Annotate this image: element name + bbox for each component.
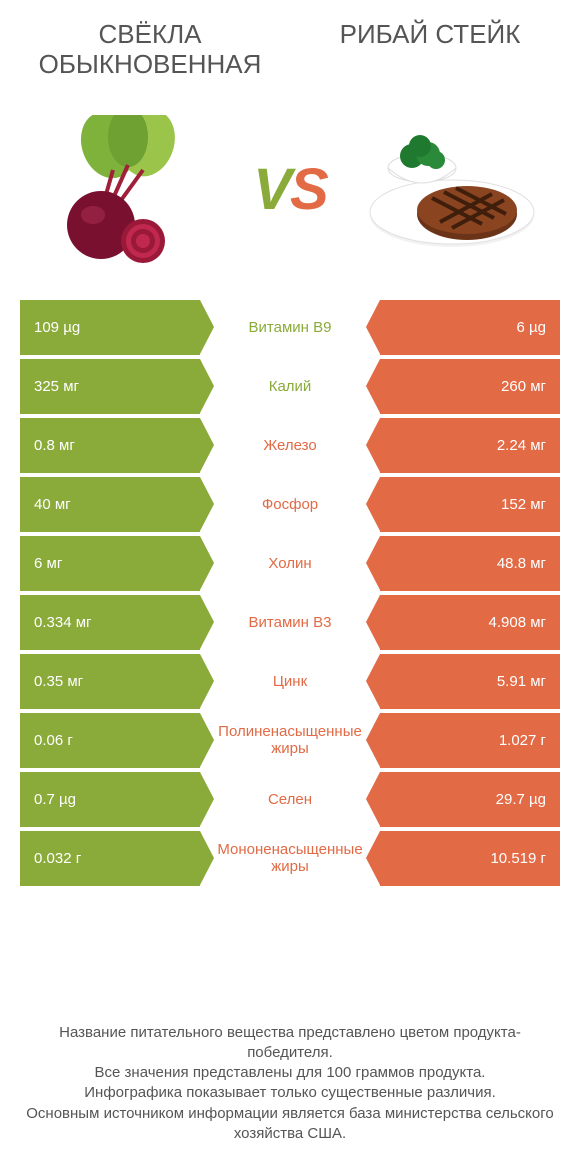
right-arrow-icon [366,831,380,885]
left-arrow-icon [200,595,214,649]
table-row: 0.35 мгЦинк5.91 мг [20,654,560,709]
table-row: 0.334 мгВитамин B34.908 мг [20,595,560,650]
right-value-cell: 260 мг [380,359,560,414]
left-arrow-icon [200,536,214,590]
footer-notes: Название питательного вещества представл… [0,1023,580,1145]
left-arrow-icon [200,772,214,826]
footer-line: Название питательного вещества представл… [20,1023,560,1064]
right-arrow-icon [366,536,380,590]
right-value-cell: 6 µg [380,300,560,355]
left-value-cell: 0.334 мг [20,595,200,650]
nutrient-label: Железо [200,418,380,473]
right-value-cell: 4.908 мг [380,595,560,650]
left-arrow-icon [200,418,214,472]
nutrient-label: Холин [200,536,380,591]
beetroot-icon [43,115,213,265]
right-arrow-icon [366,359,380,413]
nutrient-label: Полиненасыщенные жиры [200,713,380,768]
header: СВЁКЛА ОБЫКНОВЕННАЯ РИБАЙ СТЕЙК [0,0,580,90]
nutrient-label: Мононенасыщенные жиры [200,831,380,886]
nutrient-label: Витамин B3 [200,595,380,650]
right-value-cell: 1.027 г [380,713,560,768]
left-arrow-icon [200,359,214,413]
left-value-cell: 109 µg [20,300,200,355]
right-arrow-icon [366,772,380,826]
table-row: 0.032 гМононенасыщенные жиры10.519 г [20,831,560,886]
left-value-cell: 0.06 г [20,713,200,768]
vs-badge: VS [253,156,326,223]
right-value-cell: 10.519 г [380,831,560,886]
right-arrow-icon [366,654,380,708]
steak-image [362,115,542,265]
right-value-cell: 29.7 µg [380,772,560,827]
left-product-title: СВЁКЛА ОБЫКНОВЕННАЯ [30,20,270,80]
left-value-cell: 0.35 мг [20,654,200,709]
nutrient-label: Фосфор [200,477,380,532]
table-row: 6 мгХолин48.8 мг [20,536,560,591]
right-value-cell: 48.8 мг [380,536,560,591]
right-arrow-icon [366,595,380,649]
left-value-cell: 0.032 г [20,831,200,886]
left-arrow-icon [200,300,214,354]
table-row: 0.06 гПолиненасыщенные жиры1.027 г [20,713,560,768]
right-value-cell: 152 мг [380,477,560,532]
left-value-cell: 6 мг [20,536,200,591]
right-product-title: РИБАЙ СТЕЙК [310,20,550,80]
left-arrow-icon [200,477,214,531]
right-arrow-icon [366,477,380,531]
left-arrow-icon [200,654,214,708]
nutrient-label: Витамин B9 [200,300,380,355]
beetroot-image [38,115,218,265]
left-arrow-icon [200,831,214,885]
steak-icon [362,120,542,260]
right-arrow-icon [366,713,380,767]
comparison-table: 109 µgВитамин B96 µg325 мгКалий260 мг0.8… [0,300,580,886]
left-value-cell: 0.8 мг [20,418,200,473]
table-row: 0.8 мгЖелезо2.24 мг [20,418,560,473]
footer-line: Основным источником информации является … [20,1104,560,1145]
table-row: 325 мгКалий260 мг [20,359,560,414]
left-arrow-icon [200,713,214,767]
left-value-cell: 40 мг [20,477,200,532]
table-row: 109 µgВитамин B96 µg [20,300,560,355]
footer-line: Инфографика показывает только существенн… [20,1083,560,1103]
right-value-cell: 2.24 мг [380,418,560,473]
left-value-cell: 325 мг [20,359,200,414]
right-value-cell: 5.91 мг [380,654,560,709]
right-arrow-icon [366,418,380,472]
right-arrow-icon [366,300,380,354]
nutrient-label: Селен [200,772,380,827]
vs-letter-v: V [253,157,290,222]
vs-letter-s: S [290,157,327,222]
footer-line: Все значения представлены для 100 граммо… [20,1063,560,1083]
images-row: VS [0,90,580,300]
table-row: 40 мгФосфор152 мг [20,477,560,532]
nutrient-label: Цинк [200,654,380,709]
table-row: 0.7 µgСелен29.7 µg [20,772,560,827]
left-value-cell: 0.7 µg [20,772,200,827]
nutrient-label: Калий [200,359,380,414]
